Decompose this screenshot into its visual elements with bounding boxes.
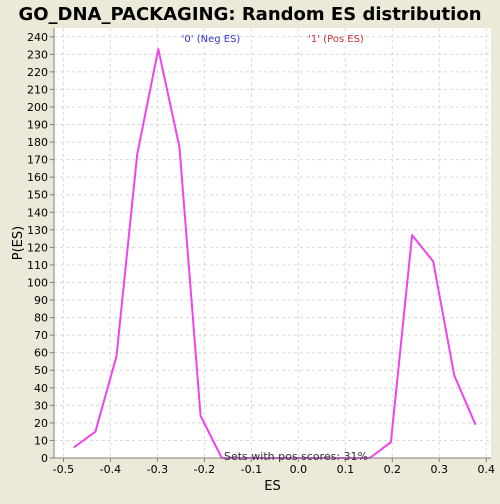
y-tick-label: 120 — [27, 241, 48, 254]
y-tick-label: 180 — [27, 136, 48, 149]
x-tick-label: 0.1 — [337, 463, 355, 476]
x-axis-label: ES — [264, 479, 280, 494]
legend-entry: '0' (Neg ES) — [182, 34, 241, 45]
y-tick-label: 160 — [27, 171, 48, 184]
y-tick-label: 170 — [27, 154, 48, 167]
y-tick-label: 10 — [34, 434, 48, 447]
x-tick-label: -0.2 — [194, 463, 215, 476]
legend: '0' (Neg ES) '1' (Pos ES) — [182, 34, 364, 45]
y-tick-label: 110 — [27, 259, 48, 272]
y-tick-label: 30 — [34, 399, 48, 412]
legend-entry: '1' (Pos ES) — [308, 34, 364, 45]
y-tick-label: 0 — [41, 452, 48, 465]
chart-title: GO_DNA_PACKAGING: Random ES distribution — [18, 4, 481, 25]
y-tick-label: 140 — [27, 206, 48, 219]
y-tick-label: 100 — [27, 276, 48, 289]
plot-area — [54, 28, 491, 458]
y-tick-label: 230 — [27, 48, 48, 61]
y-tick-label: 150 — [27, 189, 48, 202]
axes — [50, 28, 491, 462]
y-tick-label: 130 — [27, 224, 48, 237]
y-tick-label: 240 — [27, 31, 48, 44]
y-tick-label: 200 — [27, 101, 48, 114]
x-tick-label: -0.1 — [241, 463, 262, 476]
y-axis-label: P(ES) — [11, 226, 26, 260]
x-tick-label: 0.3 — [431, 463, 449, 476]
y-tick-label: 60 — [34, 347, 48, 360]
tick-labels: 0 10 20 30 40 50 60 70 80 90 100 110 120 130 140 150 160… — [27, 31, 495, 476]
y-tick-label: 70 — [34, 329, 48, 342]
y-tick-label: 50 — [34, 364, 48, 377]
x-tick-label: 0.4 — [478, 463, 496, 476]
y-tick-label: 220 — [27, 66, 48, 79]
y-tick-label: 40 — [34, 382, 48, 395]
y-tick-label: 90 — [34, 294, 48, 307]
x-tick-label: 0.0 — [290, 463, 308, 476]
grid-lines — [54, 28, 491, 459]
x-tick-label: -0.5 — [53, 463, 74, 476]
x-tick-label: -0.3 — [147, 463, 168, 476]
y-tick-label: 20 — [34, 417, 48, 430]
pos-scores-annotation: Sets with pos scores: 31% — [224, 450, 368, 463]
y-tick-label: 190 — [27, 119, 48, 132]
y-tick-label: 210 — [27, 83, 48, 96]
y-tick-label: 80 — [34, 312, 48, 325]
x-tick-label: 0.2 — [384, 463, 402, 476]
x-tick-label: -0.4 — [100, 463, 121, 476]
